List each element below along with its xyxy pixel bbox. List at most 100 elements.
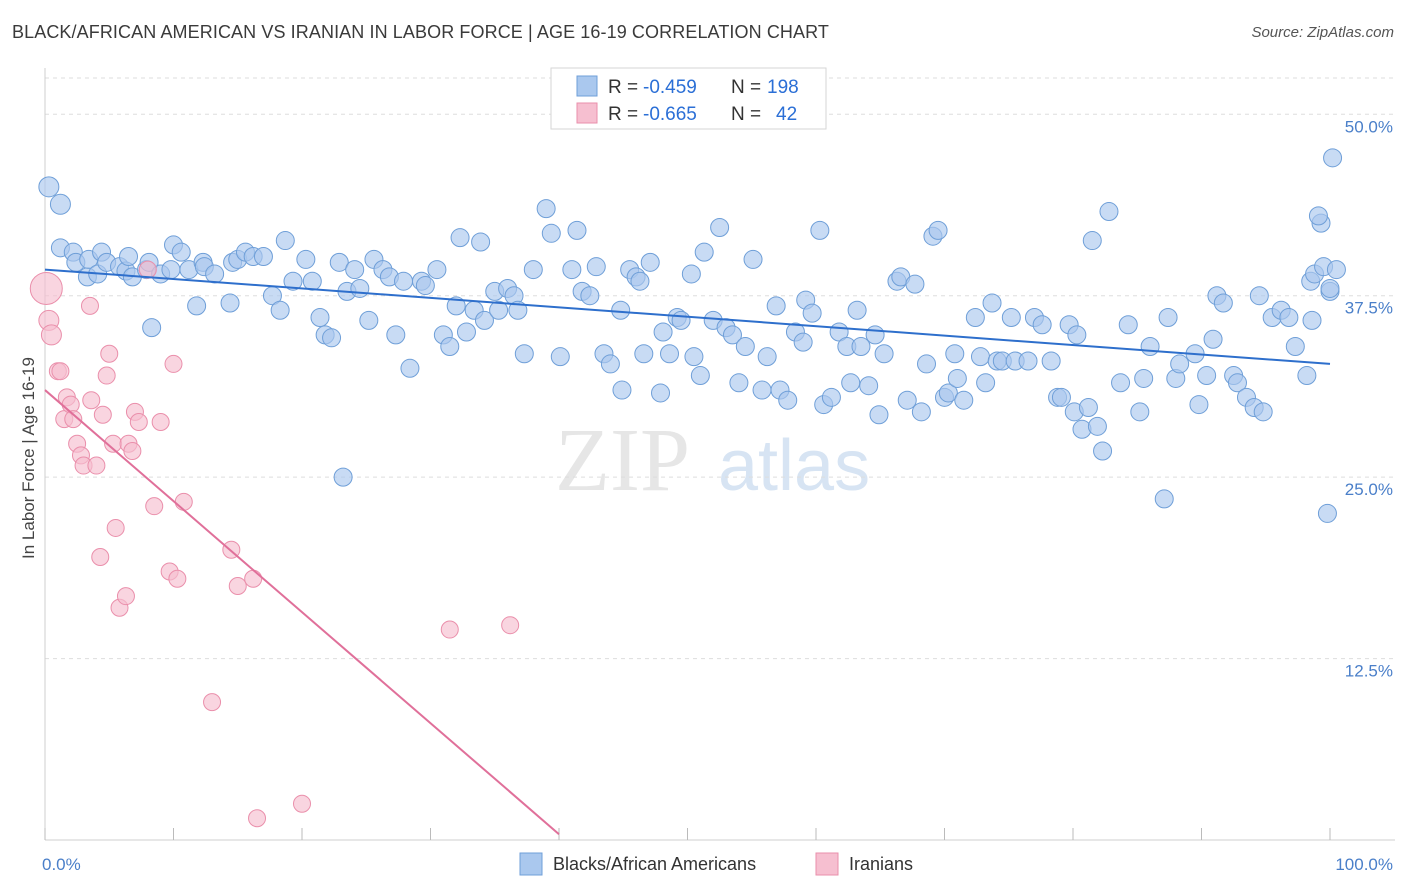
y-tick-labels: 12.5% 25.0% 37.5% 50.0% (1345, 117, 1393, 680)
point-iranians-24 (123, 442, 142, 461)
point-iranians-15 (91, 547, 110, 566)
point-blacks-197 (1302, 310, 1322, 330)
point-blacks-58 (446, 296, 466, 316)
legend-bottom-label-blue: Blacks/African Americans (553, 854, 756, 874)
point-blacks-169 (1170, 354, 1190, 374)
point-blacks-186 (1297, 366, 1317, 386)
point-blacks-166 (1154, 489, 1174, 509)
point-iranians-0 (29, 271, 63, 305)
legend-n-value-blue: 198 (767, 77, 799, 98)
point-blacks-129 (911, 402, 931, 422)
point-blacks-22 (187, 296, 207, 316)
point-iranians-36 (244, 569, 263, 588)
x-tick-label-0: 0.0% (42, 855, 81, 874)
point-blacks-59 (450, 228, 470, 248)
point-blacks-134 (938, 383, 958, 403)
point-blacks-35 (283, 271, 303, 291)
point-blacks-181 (1253, 402, 1273, 422)
legend-r-label-pink: R = (608, 104, 638, 125)
legend-r-value-pink: -0.665 (643, 104, 697, 125)
legend-r-label-blue: R = (608, 77, 638, 98)
point-blacks-119 (847, 300, 867, 320)
point-blacks-33 (270, 300, 290, 320)
series-blacks-points (38, 148, 1346, 523)
point-blacks-87 (640, 252, 660, 272)
point-blacks-135 (945, 344, 965, 364)
point-blacks-108 (778, 390, 798, 410)
point-blacks-165 (1140, 337, 1160, 357)
legend-r-value-blue: -0.459 (643, 77, 697, 98)
point-blacks-139 (970, 347, 990, 367)
point-blacks-148 (1032, 315, 1052, 335)
series-iranians-points (29, 260, 520, 828)
point-blacks-36 (296, 249, 316, 269)
point-blacks-94 (684, 347, 704, 367)
point-blacks-167 (1158, 307, 1178, 327)
point-iranians-27 (145, 497, 164, 516)
legend-bottom-label-pink: Iranians (849, 854, 913, 874)
point-blacks-172 (1197, 366, 1217, 386)
point-iranians-33 (203, 693, 222, 712)
point-iranians-26 (129, 412, 148, 431)
point-blacks-175 (1213, 293, 1233, 313)
point-blacks-38 (310, 307, 330, 327)
point-blacks-40 (322, 328, 342, 348)
point-blacks-16 (142, 318, 162, 338)
point-blacks-55 (427, 260, 447, 280)
point-blacks-82 (612, 380, 632, 400)
point-blacks-78 (586, 257, 606, 277)
point-blacks-115 (821, 387, 841, 407)
point-blacks-98 (710, 217, 730, 237)
point-blacks-51 (394, 271, 414, 291)
point-blacks-54 (415, 276, 435, 296)
point-blacks-123 (869, 405, 889, 425)
point-iranians-38 (293, 794, 311, 813)
legend-top: R = -0.459 N = 198 R = -0.665 N = 42 (550, 67, 827, 130)
point-blacks-44 (345, 260, 365, 280)
point-blacks-144 (1001, 307, 1021, 327)
gridlines (45, 77, 1395, 660)
point-blacks-90 (660, 344, 680, 364)
point-iranians-16 (93, 405, 112, 424)
point-blacks-106 (766, 296, 786, 316)
point-iranians-22 (116, 587, 135, 606)
point-blacks-137 (954, 390, 974, 410)
point-iranians-30 (164, 354, 183, 373)
point-blacks-1 (49, 193, 71, 215)
point-blacks-92 (671, 310, 691, 330)
point-iranians-37 (248, 809, 267, 828)
point-blacks-156 (1078, 397, 1098, 417)
point-blacks-173 (1203, 329, 1223, 349)
point-blacks-130 (917, 354, 937, 374)
point-blacks-34 (275, 231, 295, 251)
legend-bottom: Blacks/African Americans Iranians (519, 852, 913, 876)
point-blacks-103 (743, 249, 763, 269)
point-blacks-155 (1072, 419, 1092, 439)
y-axis-label: In Labor Force | Age 16-19 (19, 357, 38, 559)
point-blacks-81 (611, 300, 631, 320)
point-blacks-177 (1227, 373, 1247, 393)
point-blacks-37 (302, 271, 322, 291)
point-iranians-39 (440, 620, 459, 639)
point-blacks-60 (456, 322, 476, 342)
point-blacks-163 (1130, 402, 1150, 422)
point-blacks-20 (171, 242, 191, 262)
point-blacks-113 (810, 220, 830, 240)
x-tick-labels: 0.0% 100.0% (42, 855, 1393, 874)
point-blacks-45 (350, 278, 370, 298)
point-blacks-146 (1018, 351, 1038, 371)
point-blacks-196 (1326, 260, 1346, 280)
point-blacks-121 (859, 376, 879, 396)
point-blacks-151 (1051, 387, 1071, 407)
point-blacks-88 (651, 383, 671, 403)
point-iranians-32 (174, 492, 193, 511)
point-blacks-112 (802, 303, 822, 323)
point-iranians-2 (40, 324, 62, 346)
x-tick-label-1: 100.0% (1335, 855, 1393, 874)
point-blacks-31 (253, 247, 273, 267)
point-blacks-180 (1249, 286, 1269, 306)
point-blacks-154 (1067, 325, 1087, 345)
point-blacks-69 (514, 344, 534, 364)
point-iranians-28 (151, 412, 170, 431)
point-blacks-120 (851, 337, 871, 357)
